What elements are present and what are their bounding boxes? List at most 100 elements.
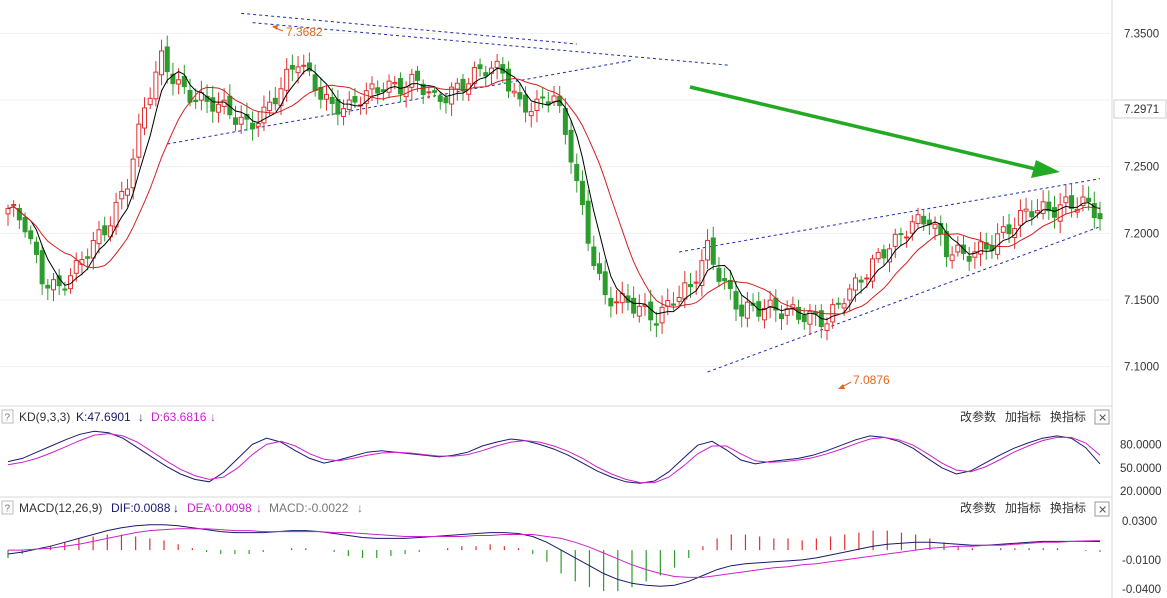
candle-body — [523, 94, 529, 113]
last-price-label: 7.2971 — [1124, 104, 1159, 116]
candle-body — [972, 251, 978, 258]
ma-slow-line — [7, 77, 1101, 315]
candle-body — [1034, 210, 1040, 214]
macd-dea-value: DEA:0.0098 — [187, 501, 252, 515]
candle-body — [62, 288, 68, 291]
candle-body — [904, 236, 910, 239]
macd-dea-arrow-icon: ↓ — [256, 501, 262, 515]
candle-body — [1023, 208, 1029, 212]
candle-body — [898, 233, 904, 236]
candle-body — [432, 90, 438, 93]
macd-indicator — [7, 524, 1101, 592]
candle-body — [142, 107, 147, 129]
macd-dif-arrow-icon: ↓ — [173, 501, 179, 515]
candle-body — [653, 323, 659, 326]
candle-body — [312, 74, 318, 91]
candle-body — [164, 46, 170, 73]
kd-params-button[interactable]: 改参数 — [960, 409, 996, 424]
candle-body — [1012, 227, 1018, 238]
candle-body — [261, 106, 267, 124]
candle-body — [579, 180, 585, 206]
candle-body — [534, 98, 540, 112]
candle-body — [710, 237, 716, 265]
candle-body — [921, 215, 927, 225]
price-y-tick-label: 7.3500 — [1124, 28, 1159, 40]
candle-body — [130, 158, 136, 189]
candle-body — [318, 86, 324, 100]
candle-body — [966, 255, 972, 262]
dashed-trend-line — [241, 12, 577, 45]
candle-body — [909, 221, 915, 234]
candle-body — [437, 95, 443, 102]
macd-y-tick-label: -0.0400 — [1122, 584, 1161, 596]
candle-body — [835, 302, 841, 305]
candle-body — [932, 223, 938, 229]
kd-swap-indicator-button[interactable]: 换指标 — [1050, 409, 1086, 424]
candle-body — [801, 314, 807, 323]
candle-body — [761, 308, 767, 321]
candle-body — [767, 299, 773, 308]
candle-body — [511, 90, 517, 94]
candle-body — [517, 92, 523, 100]
candle-body — [289, 64, 295, 70]
kd-label: KD(9,3,3) — [19, 410, 70, 424]
candle-body — [176, 79, 182, 85]
candle-body — [250, 122, 256, 130]
kd-help-icon[interactable] — [1, 409, 14, 424]
candle-body — [636, 305, 642, 317]
candle-body — [375, 87, 381, 94]
candle-body — [1040, 201, 1046, 214]
kd-k-arrow-icon: ↓ — [138, 410, 144, 424]
candle-body — [443, 97, 449, 104]
candle-body — [352, 96, 358, 103]
candle-body — [102, 225, 108, 236]
last-price-marker: 7.2971 — [1113, 99, 1167, 119]
macd-close-button[interactable] — [1094, 501, 1110, 517]
candle-body — [415, 70, 420, 81]
candle-body — [1063, 196, 1069, 204]
macd-hist-arrow-icon: ↓ — [357, 501, 363, 515]
candle-body — [949, 254, 955, 262]
candle-body — [153, 71, 159, 100]
candle-body — [73, 259, 79, 274]
macd-y-tick-label: 0.0300 — [1122, 516, 1157, 528]
candle-body — [1069, 195, 1075, 209]
candle-body — [562, 107, 568, 135]
kd-d-value: D:63.6816 — [151, 410, 207, 424]
candle-body — [22, 217, 28, 233]
candle-body — [705, 239, 711, 261]
candle-body — [397, 78, 403, 95]
candle-body — [744, 301, 750, 319]
kd-k-line — [7, 430, 1101, 484]
dashed-trend-line — [707, 226, 1101, 373]
candle-body — [403, 86, 409, 98]
candle-body — [16, 207, 22, 221]
candle-body — [1086, 197, 1092, 203]
macd-help-icon[interactable] — [1, 500, 14, 515]
candle-body — [824, 323, 830, 331]
y-axis-labels: 7.3500 7.2500 7.2000 7.1500 7.1000 80.0000 50.… — [1120, 28, 1162, 596]
ma-fast-line — [7, 67, 1101, 321]
candle-body — [915, 214, 921, 224]
candle-body — [233, 117, 238, 125]
candle-body — [676, 296, 682, 302]
kd-close-button[interactable] — [1094, 409, 1110, 425]
macd-params-button[interactable]: 改参数 — [960, 500, 996, 515]
candle-body — [215, 103, 221, 113]
macd-add-indicator-button[interactable]: 加指标 — [1005, 500, 1041, 515]
candle-body — [147, 97, 153, 106]
macd-swap-indicator-button[interactable]: 换指标 — [1050, 500, 1086, 515]
candle-body — [329, 96, 335, 104]
candle-body — [306, 62, 312, 72]
kd-y-tick-label: 50.0000 — [1120, 463, 1162, 475]
dashed-trend-line — [679, 178, 1101, 253]
candle-body — [722, 278, 728, 282]
candle-body — [670, 303, 676, 306]
kd-d-arrow-icon: ↓ — [210, 410, 216, 424]
candle-body — [5, 208, 11, 215]
candle-body — [426, 91, 432, 94]
candle-body — [784, 308, 790, 316]
candle-body — [272, 97, 278, 105]
candle-body — [295, 66, 301, 74]
kd-add-indicator-button[interactable]: 加指标 — [1005, 409, 1041, 424]
